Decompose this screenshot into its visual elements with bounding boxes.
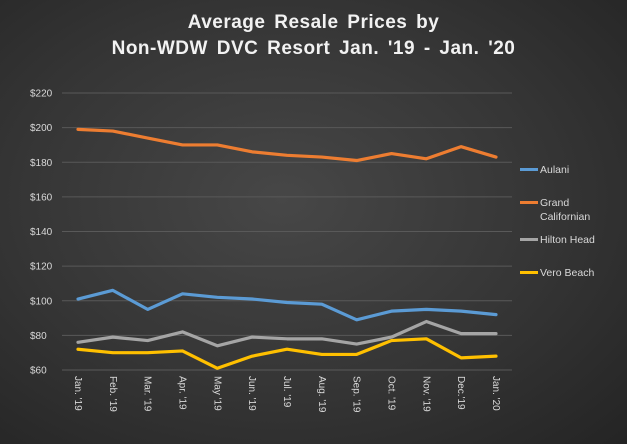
- y-tick-label: $160: [30, 192, 53, 203]
- x-tick-label: Oct. '19: [386, 376, 397, 411]
- legend-swatch: [520, 201, 538, 204]
- x-tick-label: Dec.'19: [455, 376, 466, 410]
- x-tick-label: Jan. '20: [490, 376, 501, 411]
- legend-label: Aulani: [540, 164, 570, 176]
- x-tick-label: Jun. '19: [246, 376, 257, 411]
- y-tick-label: $60: [30, 366, 47, 377]
- x-tick-label: May '19: [211, 376, 222, 411]
- x-tick-label: Aug. '19: [316, 376, 327, 413]
- x-tick-label: Jan. '19: [72, 376, 83, 411]
- y-tick-label: $220: [30, 89, 53, 100]
- legend-label: Vero Beach: [540, 267, 595, 279]
- legend-swatch: [520, 271, 538, 274]
- legend-label: Grand Californian: [540, 197, 591, 223]
- legend-swatch: [520, 238, 538, 241]
- y-tick-label: $100: [30, 296, 53, 307]
- series-line-vero-beach: [76, 337, 498, 370]
- y-tick-label: $200: [30, 123, 53, 134]
- y-tick-label: $180: [30, 158, 53, 169]
- legend-swatch: [520, 168, 538, 171]
- y-tick-label: $80: [30, 331, 47, 342]
- y-tick-label: $140: [30, 227, 53, 238]
- legend-label: Hilton Head: [540, 234, 595, 246]
- x-tick-label: Apr. '19: [177, 376, 188, 410]
- x-tick-label: Jul. '19: [281, 376, 292, 408]
- x-tick-label: Sep. '19: [351, 376, 362, 413]
- x-tick-label: Nov. '19: [420, 376, 431, 412]
- series-line-aulani: [76, 288, 498, 322]
- x-tick-label: Feb. '19: [107, 376, 118, 412]
- x-tick-label: Mar. '19: [142, 376, 153, 412]
- chart-title-line-2: Non-WDW DVC Resort Jan. '19 - Jan. '20: [111, 38, 516, 59]
- chart-title-line-1: Average Resale Prices by: [187, 12, 440, 33]
- y-tick-label: $120: [30, 262, 53, 273]
- series-line-grand-californian: [76, 127, 498, 163]
